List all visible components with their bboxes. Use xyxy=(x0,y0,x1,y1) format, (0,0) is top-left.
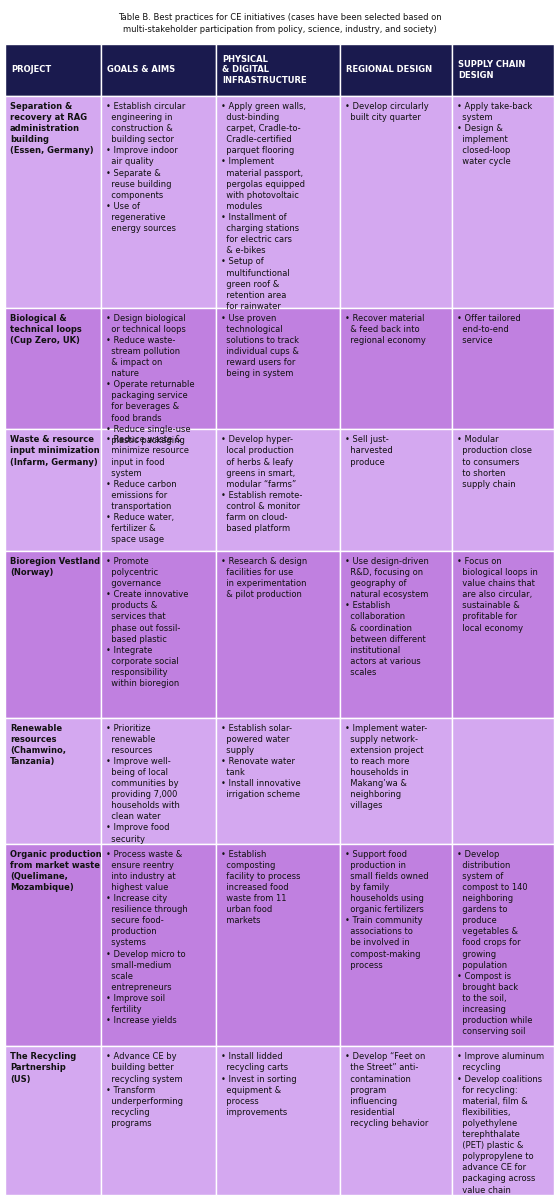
Text: • Support food
  production in
  small fields owned
  by family
  households usi: • Support food production in small field… xyxy=(345,850,429,970)
Bar xyxy=(5,307,101,430)
Text: • Develop circularly
  built city quarter: • Develop circularly built city quarter xyxy=(345,102,429,122)
Text: • Use proven
  technological
  solutions to track
  individual cups &
  reward u: • Use proven technological solutions to … xyxy=(221,313,300,378)
Text: • Research & design
  facilities for use
  in experimentation
  & pilot producti: • Research & design facilities for use i… xyxy=(221,557,307,599)
Text: • Modular
  production close
  to consumers
  to shorten
  supply chain: • Modular production close to consumers … xyxy=(457,436,532,488)
Text: • Advance CE by
  building better
  recycling system
• Transform
  underperformi: • Advance CE by building better recyclin… xyxy=(106,1052,183,1128)
Text: • Focus on
  biological loops in
  value chains that
  are also circular,
  sust: • Focus on biological loops in value cha… xyxy=(457,557,538,632)
Text: • Establish solar-
  powered water
  supply
• Renovate water
  tank
• Install in: • Establish solar- powered water supply … xyxy=(221,724,301,799)
Bar xyxy=(452,430,554,551)
Text: Renewable
resources
(Chamwino,
Tanzania): Renewable resources (Chamwino, Tanzania) xyxy=(10,724,66,766)
Text: • Design biological
  or technical loops
• Reduce waste-
  stream pollution
  & : • Design biological or technical loops •… xyxy=(106,313,195,445)
Bar xyxy=(340,44,452,96)
Text: PHYSICAL
& DIGITAL
INFRASTRUCTURE: PHYSICAL & DIGITAL INFRASTRUCTURE xyxy=(222,55,307,85)
Text: • Recover material
  & feed back into
  regional economy: • Recover material & feed back into regi… xyxy=(345,313,426,344)
Bar xyxy=(5,844,101,1046)
Bar xyxy=(101,1046,216,1195)
Text: • Promote
  polycentric
  governance
• Create innovative
  products &
  services: • Promote polycentric governance • Creat… xyxy=(106,557,188,688)
Bar xyxy=(452,551,554,718)
Bar xyxy=(216,44,340,96)
Bar xyxy=(452,44,554,96)
Bar xyxy=(216,307,340,430)
Text: GOALS & AIMS: GOALS & AIMS xyxy=(107,66,175,74)
Bar xyxy=(340,844,452,1046)
Text: • Sell just-
  harvested
  produce: • Sell just- harvested produce xyxy=(345,436,392,467)
Text: • Implement water-
  supply network-
  extension project
  to reach more
  house: • Implement water- supply network- exten… xyxy=(345,724,427,810)
Text: • Install lidded
  recycling carts
• Invest in sorting
  equipment &
  process
 : • Install lidded recycling carts • Inves… xyxy=(221,1052,297,1117)
Text: • Establish circular
  engineering in
  construction &
  building sector
• Impro: • Establish circular engineering in cons… xyxy=(106,102,186,233)
Text: • Apply take-back
  system
• Design &
  implement
  closed-loop
  water cycle: • Apply take-back system • Design & impl… xyxy=(457,102,533,167)
Text: • Develop hyper-
  local production
  of herbs & leafy
  greens in smart,
  modu: • Develop hyper- local production of her… xyxy=(221,436,303,533)
Bar xyxy=(452,307,554,430)
Bar xyxy=(216,1046,340,1195)
Text: • Develop
  distribution
  system of
  compost to 140
  neighboring
  gardens to: • Develop distribution system of compost… xyxy=(457,850,533,1037)
Text: SUPPLY CHAIN
DESIGN: SUPPLY CHAIN DESIGN xyxy=(458,60,526,80)
Text: • Develop “Feet on
  the Street” anti-
  contamination
  program
  influencing
 : • Develop “Feet on the Street” anti- con… xyxy=(345,1052,428,1128)
Text: Biological &
technical loops
(Cup Zero, UK): Biological & technical loops (Cup Zero, … xyxy=(10,313,82,344)
Bar xyxy=(452,844,554,1046)
Bar xyxy=(5,551,101,718)
Bar xyxy=(340,96,452,307)
Bar xyxy=(5,1046,101,1195)
Text: • Establish
  composting
  facility to process
  increased food
  waste from 11
: • Establish composting facility to proce… xyxy=(221,850,301,925)
Bar xyxy=(340,307,452,430)
Text: The Recycling
Partnership
(US): The Recycling Partnership (US) xyxy=(10,1052,76,1084)
Bar xyxy=(5,96,101,307)
Text: Organic production
from market waste
(Quelimane,
Mozambique): Organic production from market waste (Qu… xyxy=(10,850,102,892)
Text: • Reduce waste &
  minimize resource
  input in food
  system
• Reduce carbon
  : • Reduce waste & minimize resource input… xyxy=(106,436,189,545)
Text: • Use design-driven
  R&D, focusing on
  geography of
  natural ecosystem
• Esta: • Use design-driven R&D, focusing on geo… xyxy=(345,557,429,677)
Text: • Improve aluminum
  recycling
• Develop coalitions
  for recycling:
  material,: • Improve aluminum recycling • Develop c… xyxy=(457,1052,544,1194)
Bar xyxy=(101,551,216,718)
Bar xyxy=(216,718,340,844)
Bar xyxy=(5,718,101,844)
Bar xyxy=(101,430,216,551)
Text: REGIONAL DESIGN: REGIONAL DESIGN xyxy=(346,66,432,74)
Bar xyxy=(340,718,452,844)
Bar xyxy=(101,44,216,96)
Text: PROJECT: PROJECT xyxy=(11,66,51,74)
Bar xyxy=(101,307,216,430)
Text: • Apply green walls,
  dust-binding
  carpet, Cradle-to-
  Cradle-certified
  pa: • Apply green walls, dust-binding carpet… xyxy=(221,102,306,311)
Bar xyxy=(216,96,340,307)
Bar xyxy=(340,430,452,551)
Bar xyxy=(101,718,216,844)
Bar xyxy=(216,430,340,551)
Text: Waste & resource
input minimization
(Infarm, Germany): Waste & resource input minimization (Inf… xyxy=(10,436,100,467)
Text: • Process waste &
  ensure reentry
  into industry at
  highest value
• Increase: • Process waste & ensure reentry into in… xyxy=(106,850,188,1025)
Bar xyxy=(452,1046,554,1195)
Text: Separation &
recovery at RAG
administration
building
(Essen, Germany): Separation & recovery at RAG administrat… xyxy=(10,102,93,156)
Bar xyxy=(340,551,452,718)
Text: Table B. Best practices for CE initiatives (cases have been selected based on
mu: Table B. Best practices for CE initiativ… xyxy=(118,13,441,34)
Bar xyxy=(216,551,340,718)
Bar xyxy=(101,844,216,1046)
Text: • Offer tailored
  end-to-end
  service: • Offer tailored end-to-end service xyxy=(457,313,521,344)
Bar xyxy=(452,96,554,307)
Bar xyxy=(216,844,340,1046)
Bar xyxy=(5,44,101,96)
Bar xyxy=(5,430,101,551)
Text: Bioregion Vestland
(Norway): Bioregion Vestland (Norway) xyxy=(10,557,100,577)
Text: • Prioritize
  renewable
  resources
• Improve well-
  being of local
  communit: • Prioritize renewable resources • Impro… xyxy=(106,724,180,844)
Bar xyxy=(452,718,554,844)
Bar xyxy=(101,96,216,307)
Bar xyxy=(340,1046,452,1195)
